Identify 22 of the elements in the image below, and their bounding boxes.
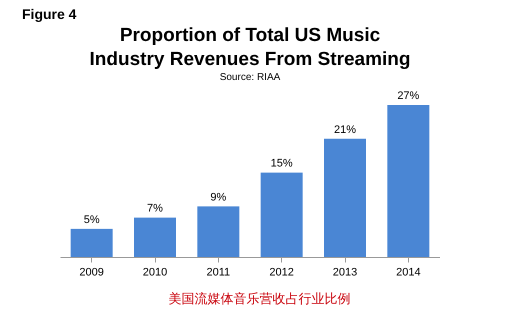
bar [260, 172, 303, 257]
x-tick-label: 2014 [396, 266, 421, 278]
bar [134, 218, 176, 257]
x-tick-label: 2009 [79, 266, 104, 278]
bar [387, 105, 430, 257]
bar [324, 138, 366, 257]
bar [197, 206, 240, 257]
text: 美国流媒体音乐营收占行业比例 [168, 291, 352, 308]
data-label: 7% [147, 202, 164, 215]
data-label: 15% [270, 158, 293, 170]
data-label: 21% [334, 124, 356, 136]
data-label: 27% [397, 90, 420, 102]
data-label: 9% [210, 191, 226, 204]
x-tick-label: 2010 [142, 266, 168, 278]
x-tick-label: 2011 [206, 266, 230, 278]
chart-title: Proportion of Total US Music Industry Revenues From Streaming [90, 25, 410, 70]
bar [70, 228, 113, 257]
caption: Figure 4 [22, 6, 76, 22]
x-tick-label: 2012 [269, 266, 294, 278]
x-tick-label: 2013 [332, 266, 358, 278]
data-label: 5% [84, 214, 100, 226]
chart-subtitle: Source: RIAA [220, 72, 281, 84]
